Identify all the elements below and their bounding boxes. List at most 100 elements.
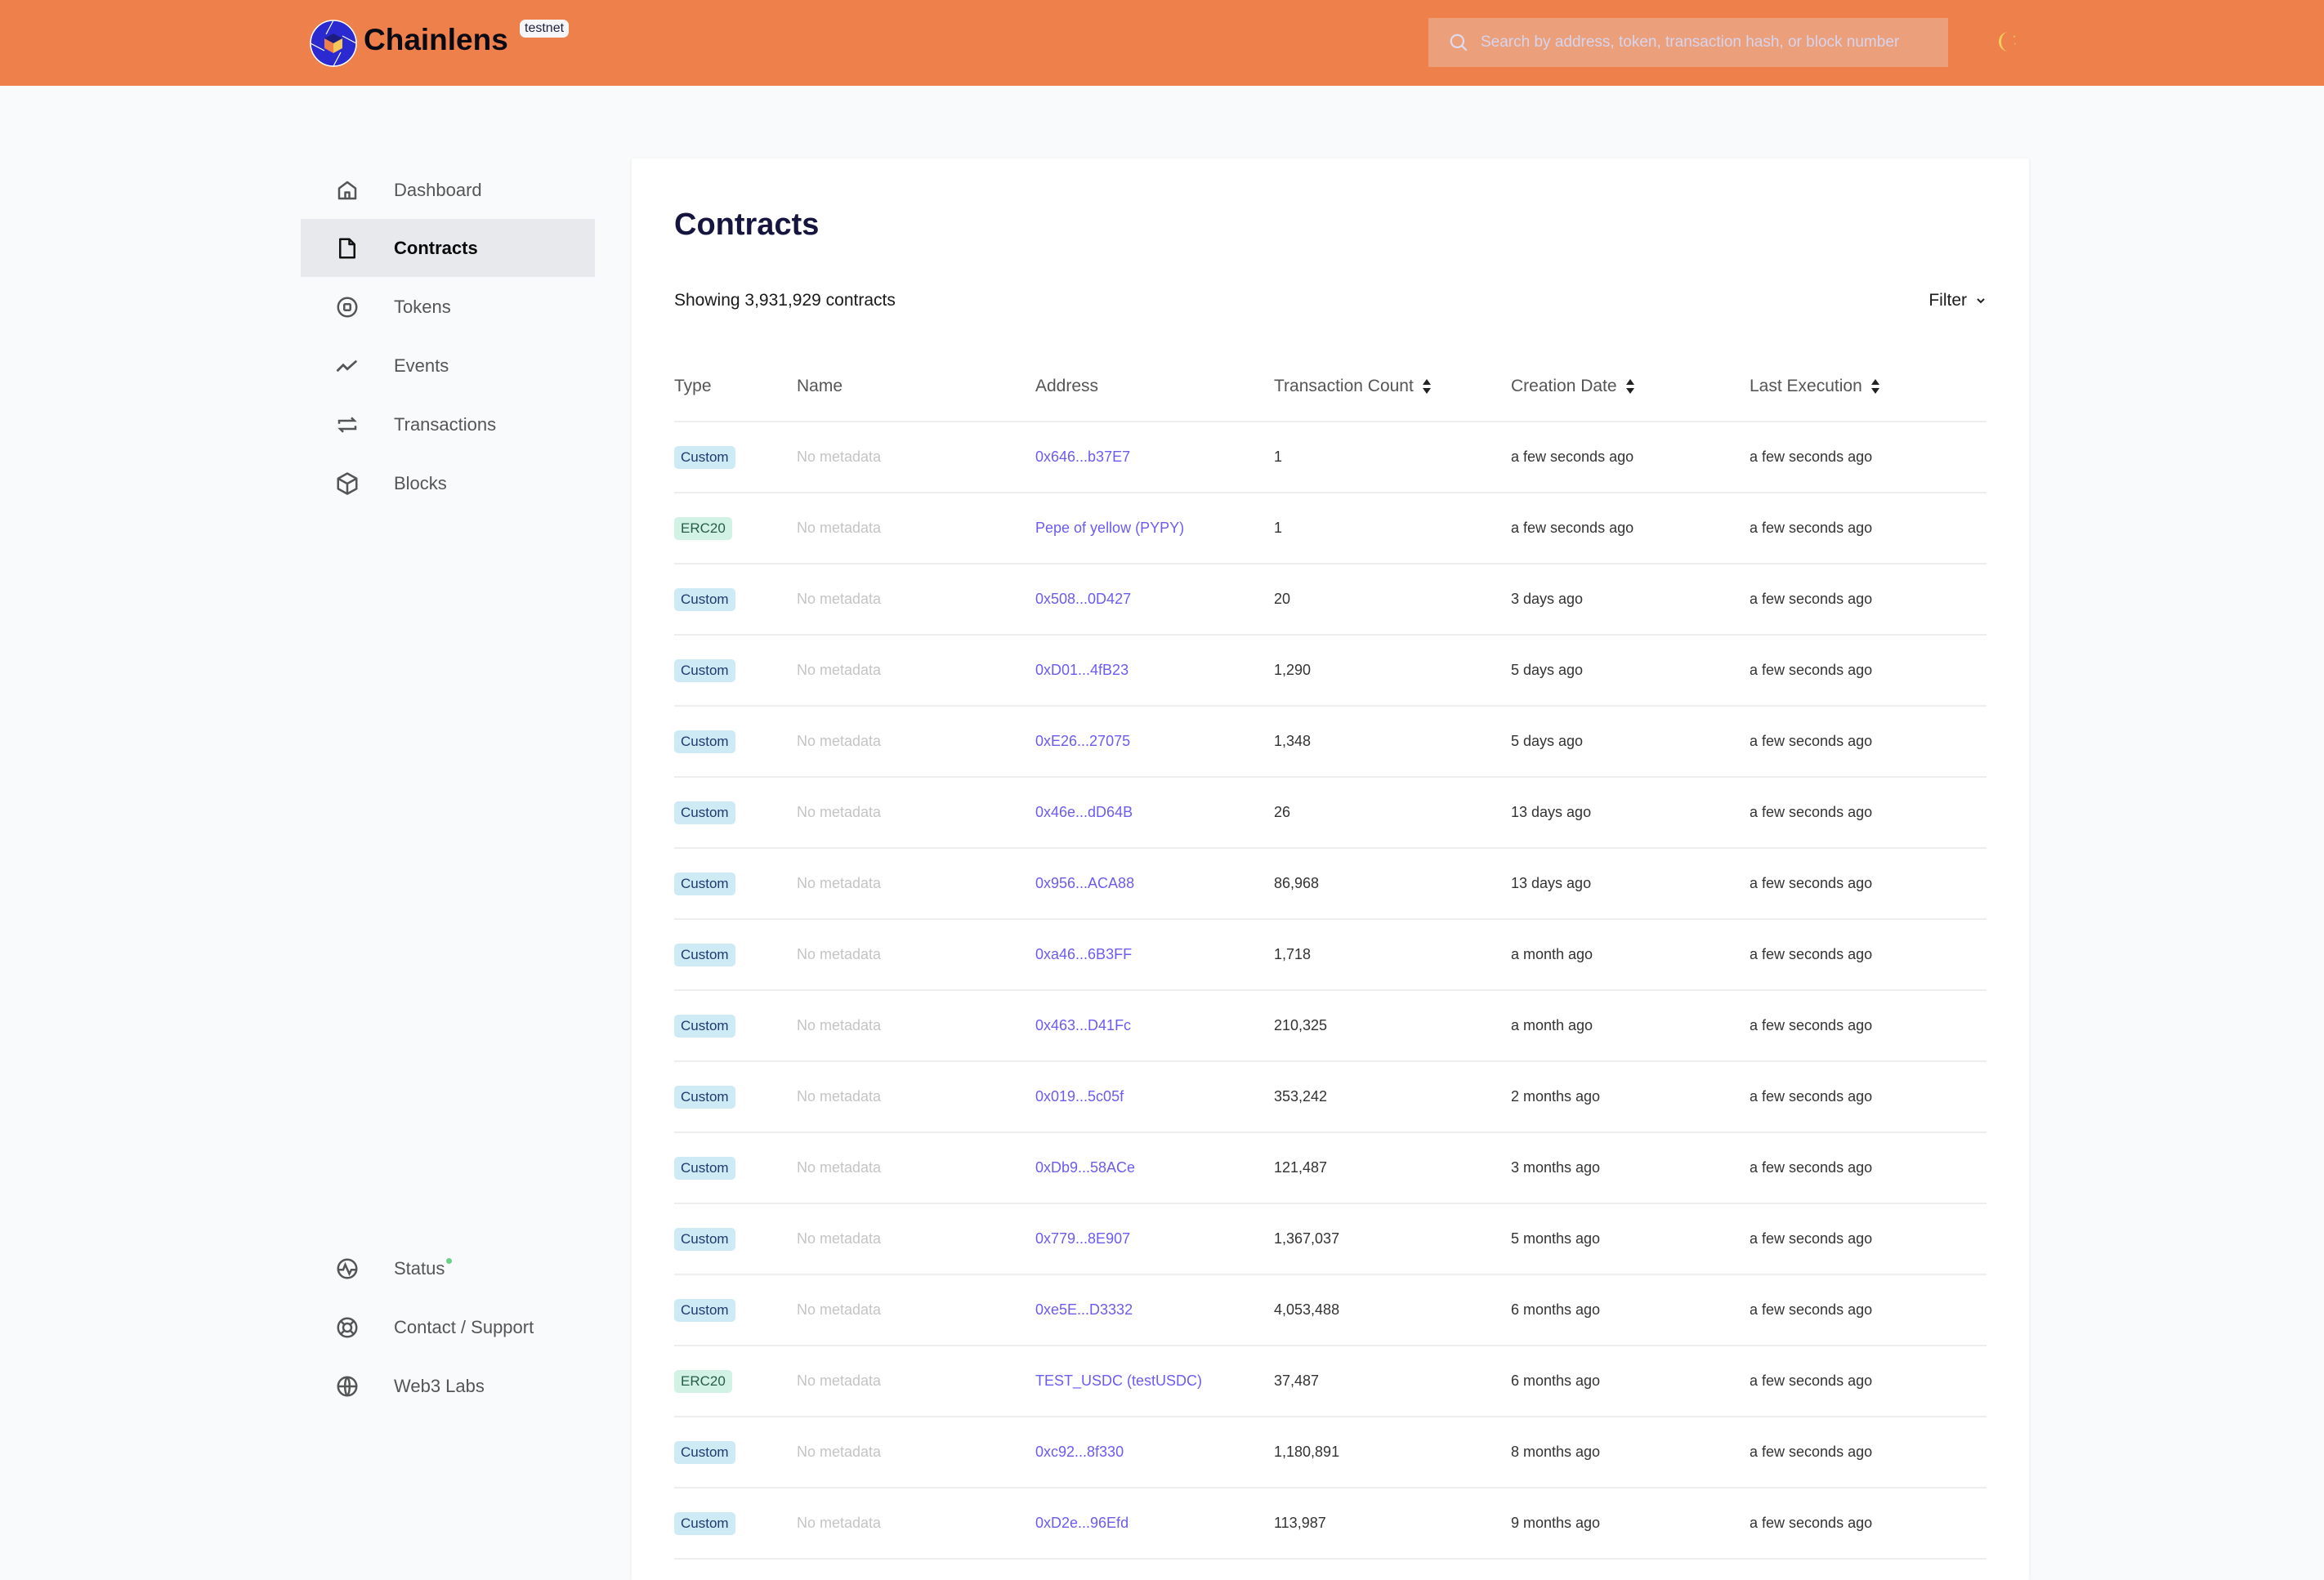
sidebar-item-transactions[interactable]: Transactions: [301, 395, 595, 453]
sidebar-item-label: Contracts: [394, 237, 478, 258]
contract-address-link[interactable]: 0xa46...6B3FF: [1035, 946, 1133, 962]
top-header: Chainlens testnet: [0, 0, 2324, 86]
tx-count-cell: 86,968: [1274, 848, 1511, 920]
network-badge: testnet: [520, 20, 570, 38]
table-row[interactable]: ERC20 No metadata TEST_USDC (testUSDC) 3…: [674, 1346, 1987, 1417]
table-row[interactable]: Custom No metadata 0x46e...dD64B 26 13 d…: [674, 777, 1987, 849]
creation-date-cell: 6 months ago: [1511, 1274, 1750, 1346]
status-label: Status: [394, 1257, 445, 1279]
type-cell: Custom: [674, 1132, 797, 1204]
sidebar-item-blocks[interactable]: Blocks: [301, 454, 595, 512]
contracts-table: Type Name Address Transaction Count Creation…: [674, 351, 1987, 1560]
contract-address-link[interactable]: 0xD01...4fB23: [1035, 662, 1129, 678]
contract-address-link[interactable]: 0x779...8E907: [1035, 1230, 1131, 1247]
type-cell: Custom: [674, 422, 797, 493]
table-row[interactable]: Custom No metadata 0x019...5c05f 353,242…: [674, 1061, 1987, 1133]
contract-address-link[interactable]: 0x463...D41Fc: [1035, 1017, 1132, 1033]
contract-address-link[interactable]: 0xc92...8f330: [1035, 1444, 1124, 1460]
column-header[interactable]: Transaction Count: [1274, 351, 1511, 422]
page-title: Contracts: [674, 208, 820, 242]
contract-address-link[interactable]: Pepe of yellow (PYPY): [1035, 520, 1185, 536]
table-row[interactable]: Custom No metadata 0x956...ACA88 86,968 …: [674, 848, 1987, 920]
contract-name: No metadata: [797, 1017, 882, 1033]
moon-icon[interactable]: [1994, 29, 2018, 54]
contract-address-link[interactable]: 0xe5E...D3332: [1035, 1301, 1133, 1318]
contract-name: No metadata: [797, 1444, 882, 1460]
last-execution-cell: a few seconds ago: [1750, 1203, 1987, 1275]
sort-icon[interactable]: [1422, 378, 1432, 395]
table-row[interactable]: Custom No metadata 0xa46...6B3FF 1,718 a…: [674, 919, 1987, 991]
table-row[interactable]: Custom No metadata 0xD01...4fB23 1,290 5…: [674, 635, 1987, 707]
type-cell: Custom: [674, 706, 797, 778]
column-header: Type: [674, 351, 797, 422]
search-input[interactable]: [1481, 33, 1922, 51]
tx-count-cell: 1: [1274, 493, 1511, 565]
sort-icon[interactable]: [1870, 378, 1880, 395]
type-badge: Custom: [674, 587, 735, 611]
brand-name[interactable]: Chainlens: [364, 23, 508, 56]
contract-address-link[interactable]: 0xD2e...96Efd: [1035, 1515, 1129, 1531]
sidebar-item-status[interactable]: Status: [301, 1239, 595, 1297]
creation-date-cell: 13 days ago: [1511, 777, 1750, 849]
column-header: Address: [1035, 351, 1274, 422]
sidebar-item-dashboard[interactable]: Dashboard: [301, 161, 595, 219]
contract-address-link[interactable]: 0xE26...27075: [1035, 733, 1131, 749]
contract-address-link[interactable]: 0x956...ACA88: [1035, 875, 1135, 891]
sidebar-item-contact[interactable]: Contact / Support: [301, 1298, 595, 1356]
creation-date-cell: 5 months ago: [1511, 1203, 1750, 1275]
table-row[interactable]: Custom No metadata 0x508...0D427 20 3 da…: [674, 564, 1987, 636]
sidebar-item-tokens[interactable]: Tokens: [301, 278, 595, 336]
tx-count-cell: 1: [1274, 422, 1511, 493]
column-header[interactable]: Creation Date: [1511, 351, 1750, 422]
contract-name: No metadata: [797, 662, 882, 678]
contract-address-link[interactable]: 0xDb9...58ACe: [1035, 1159, 1136, 1176]
name-cell: No metadata: [797, 1417, 1035, 1489]
last-execution-cell: a few seconds ago: [1750, 564, 1987, 636]
sidebar-item-contracts[interactable]: Contracts: [301, 219, 595, 277]
sidebar-item-events[interactable]: Events: [301, 337, 595, 395]
filter-button[interactable]: Filter: [1928, 291, 1987, 310]
contract-address-link[interactable]: 0x019...5c05f: [1035, 1088, 1124, 1105]
sidebar-item-web3labs[interactable]: Web3 Labs: [301, 1357, 595, 1415]
tx-count-cell: 26: [1274, 777, 1511, 849]
table-row[interactable]: Custom No metadata 0xe5E...D3332 4,053,4…: [674, 1274, 1987, 1346]
search-bar[interactable]: [1428, 18, 1948, 67]
name-cell: No metadata: [797, 1061, 1035, 1133]
contract-address-link[interactable]: 0x646...b37E7: [1035, 449, 1131, 465]
tx-count-cell: 113,987: [1274, 1488, 1511, 1560]
column-header[interactable]: Last Execution: [1750, 351, 1987, 422]
table-row[interactable]: Custom No metadata 0x779...8E907 1,367,0…: [674, 1203, 1987, 1275]
last-execution-cell: a few seconds ago: [1750, 990, 1987, 1062]
tx-count-cell: 1,348: [1274, 706, 1511, 778]
sort-icon[interactable]: [1625, 378, 1635, 395]
contract-address-link[interactable]: TEST_USDC (testUSDC): [1035, 1372, 1203, 1389]
table-row[interactable]: Custom No metadata 0xDb9...58ACe 121,487…: [674, 1132, 1987, 1204]
name-cell: No metadata: [797, 777, 1035, 849]
type-cell: Custom: [674, 990, 797, 1062]
last-execution-cell: a few seconds ago: [1750, 1417, 1987, 1489]
name-cell: No metadata: [797, 422, 1035, 493]
contract-name: No metadata: [797, 1515, 882, 1531]
file-icon: [339, 238, 355, 258]
type-cell: Custom: [674, 1274, 797, 1346]
sidebar-item-label: Web3 Labs: [394, 1375, 485, 1396]
type-cell: Custom: [674, 635, 797, 707]
chainlens-logo[interactable]: [310, 20, 357, 67]
table-row[interactable]: Custom No metadata 0xc92...8f330 1,180,8…: [674, 1417, 1987, 1489]
sidebar-item-label: Blocks: [394, 472, 447, 493]
last-execution-cell: a few seconds ago: [1750, 1346, 1987, 1417]
table-row[interactable]: Custom No metadata 0x646...b37E7 1 a few…: [674, 422, 1987, 493]
table-row[interactable]: Custom No metadata 0x463...D41Fc 210,325…: [674, 990, 1987, 1062]
address-cell: 0xE26...27075: [1035, 706, 1274, 778]
contract-address-link[interactable]: 0x46e...dD64B: [1035, 804, 1133, 820]
table-row[interactable]: Custom No metadata 0xE26...27075 1,348 5…: [674, 706, 1987, 778]
table-row[interactable]: Custom No metadata 0xD2e...96Efd 113,987…: [674, 1488, 1987, 1560]
type-cell: Custom: [674, 1061, 797, 1133]
type-badge: Custom: [674, 1085, 735, 1109]
last-execution-cell: a few seconds ago: [1750, 1132, 1987, 1204]
type-cell: ERC20: [674, 493, 797, 565]
last-execution-cell: a few seconds ago: [1750, 493, 1987, 565]
address-cell: 0x463...D41Fc: [1035, 990, 1274, 1062]
table-row[interactable]: ERC20 No metadata Pepe of yellow (PYPY) …: [674, 493, 1987, 565]
contract-address-link[interactable]: 0x508...0D427: [1035, 591, 1132, 607]
